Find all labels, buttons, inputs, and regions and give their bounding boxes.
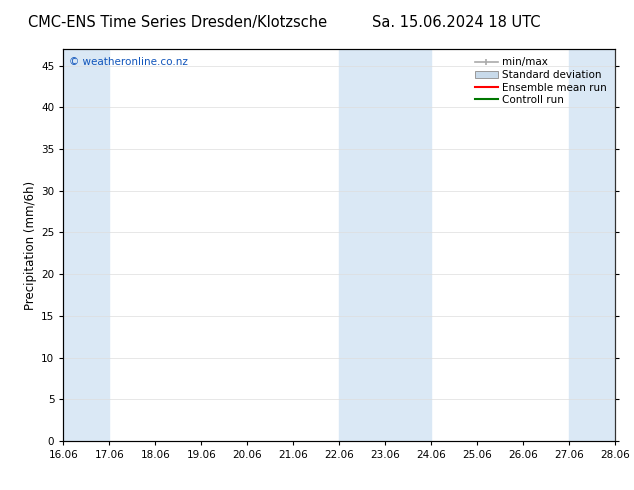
Bar xyxy=(569,49,615,441)
Text: Sa. 15.06.2024 18 UTC: Sa. 15.06.2024 18 UTC xyxy=(372,15,541,30)
Bar xyxy=(63,49,109,441)
Text: CMC-ENS Time Series Dresden/Klotzsche: CMC-ENS Time Series Dresden/Klotzsche xyxy=(28,15,327,30)
Y-axis label: Precipitation (mm/6h): Precipitation (mm/6h) xyxy=(24,180,37,310)
Legend: min/max, Standard deviation, Ensemble mean run, Controll run: min/max, Standard deviation, Ensemble me… xyxy=(472,54,610,108)
Text: © weatheronline.co.nz: © weatheronline.co.nz xyxy=(69,57,188,67)
Bar xyxy=(339,49,431,441)
